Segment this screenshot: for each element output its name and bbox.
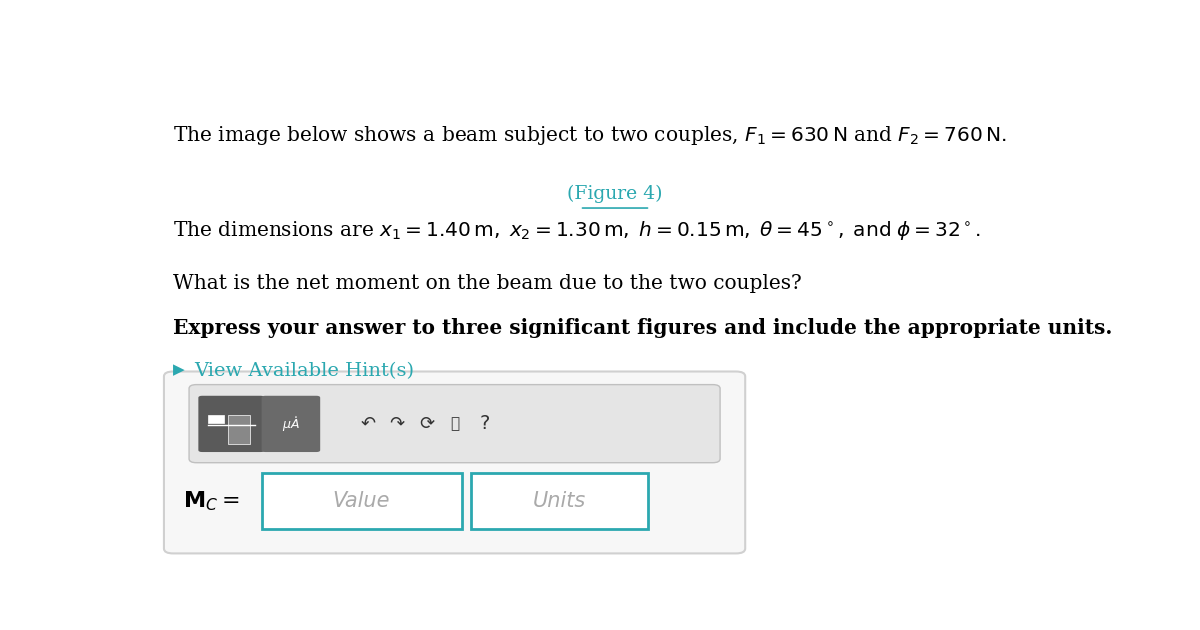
Text: ↶: ↶ [361, 415, 376, 433]
Text: ⬛: ⬛ [450, 416, 460, 431]
Text: Units: Units [533, 491, 586, 512]
FancyBboxPatch shape [190, 384, 720, 462]
Text: View Available Hint(s): View Available Hint(s) [193, 362, 414, 380]
FancyBboxPatch shape [228, 415, 250, 444]
Text: Express your answer to three significant figures and include the appropriate uni: Express your answer to three significant… [173, 318, 1112, 338]
FancyBboxPatch shape [208, 415, 224, 423]
Text: ▶: ▶ [173, 362, 185, 377]
FancyBboxPatch shape [164, 372, 745, 553]
Text: Value: Value [332, 491, 390, 512]
Text: The dimensions are $x_1 = 1.40\,\mathrm{m},\;x_2 = 1.30\,\mathrm{m},\;h = 0.15\,: The dimensions are $x_1 = 1.40\,\mathrm{… [173, 219, 982, 242]
Text: ⟳: ⟳ [420, 415, 434, 433]
FancyBboxPatch shape [470, 473, 648, 529]
Text: $\mathbf{M}_C =$: $\mathbf{M}_C =$ [182, 490, 239, 513]
Text: The image below shows a beam subject to two couples, $F_1 = 630\,\mathrm{N}$ and: The image below shows a beam subject to … [173, 124, 1007, 147]
FancyBboxPatch shape [262, 473, 462, 529]
Text: $\mu\mathring{A}$: $\mu\mathring{A}$ [282, 414, 300, 433]
FancyBboxPatch shape [198, 396, 264, 452]
Text: What is the net moment on the beam due to the two couples?: What is the net moment on the beam due t… [173, 273, 802, 292]
FancyBboxPatch shape [262, 396, 320, 452]
Text: ?: ? [480, 414, 490, 433]
Text: (Figure 4): (Figure 4) [568, 185, 662, 203]
Text: ↷: ↷ [389, 415, 404, 433]
